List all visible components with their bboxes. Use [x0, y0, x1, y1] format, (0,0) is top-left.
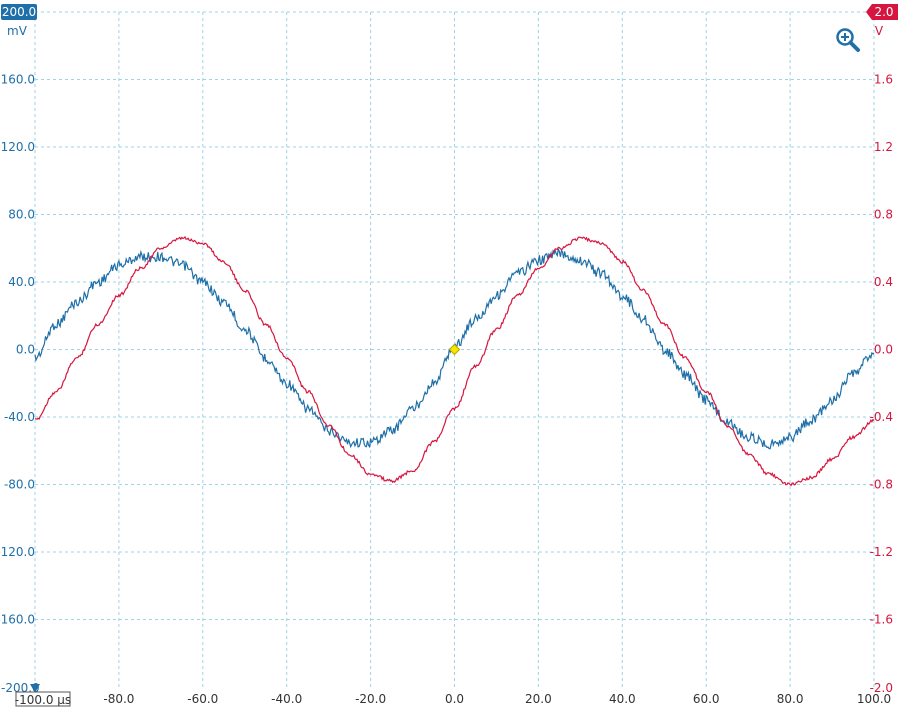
right-axis-tick-label: 1.2	[874, 140, 893, 154]
right-axis-unit: V	[875, 24, 884, 38]
right-axis-tick-label: 0.8	[874, 208, 893, 222]
x-axis-tick-label: -20.0	[355, 692, 386, 706]
x-axis-tick-label: -60.0	[187, 692, 218, 706]
left-axis-tick-label: 160.0	[1, 73, 35, 87]
right-axis-tick-label: -1.6	[870, 613, 893, 627]
left-axis-tick-label: 120.0	[1, 140, 35, 154]
right-axis-tick-label: 0.0	[874, 343, 893, 357]
x-origin-label: -100.0 µs	[15, 693, 71, 707]
x-axis-tick-label: 80.0	[777, 692, 804, 706]
left-axis-tick-label: -160.0	[0, 613, 35, 627]
left-axis-tick-label: 80.0	[8, 208, 35, 222]
x-axis-tick-label: -40.0	[271, 692, 302, 706]
right-bottom-label: -2.0	[870, 681, 893, 695]
right-axis-tick-label: 0.4	[874, 275, 893, 289]
x-axis-tick-label: 40.0	[609, 692, 636, 706]
left-axis-tick-label: -40.0	[4, 410, 35, 424]
x-axis-tick-label: -80.0	[103, 692, 134, 706]
zoom-in-icon[interactable]	[838, 30, 859, 51]
left-axis-tick-label: 40.0	[8, 275, 35, 289]
trigger-marker[interactable]	[450, 345, 460, 355]
left-axis-tick-label: -120.0	[0, 545, 35, 559]
x-axis-tick-label: 20.0	[525, 692, 552, 706]
x-axis-tick-label: 0.0	[445, 692, 464, 706]
left-axis-tick-label: -80.0	[4, 478, 35, 492]
right-axis-tick-label: -0.4	[870, 410, 893, 424]
left-axis-tick-label: 0.0	[16, 343, 35, 357]
right-axis-tick-label: 1.6	[874, 73, 893, 87]
left-axis-unit: mV	[7, 24, 28, 38]
left-range-badge[interactable]: 200.0	[1, 4, 37, 20]
right-axis-tick-label: -1.2	[870, 545, 893, 559]
right-range-badge-text: 2.0	[874, 5, 893, 19]
left-range-badge-text: 200.0	[2, 5, 36, 19]
x-axis-tick-label: 60.0	[693, 692, 720, 706]
right-range-badge[interactable]: 2.0	[866, 4, 898, 20]
axes-layer: 160.0 120.0 80.0 40.0 0.0 -40.0 -80.0 -120.0 -16…	[0, 73, 893, 707]
right-axis-tick-label: -0.8	[870, 478, 893, 492]
